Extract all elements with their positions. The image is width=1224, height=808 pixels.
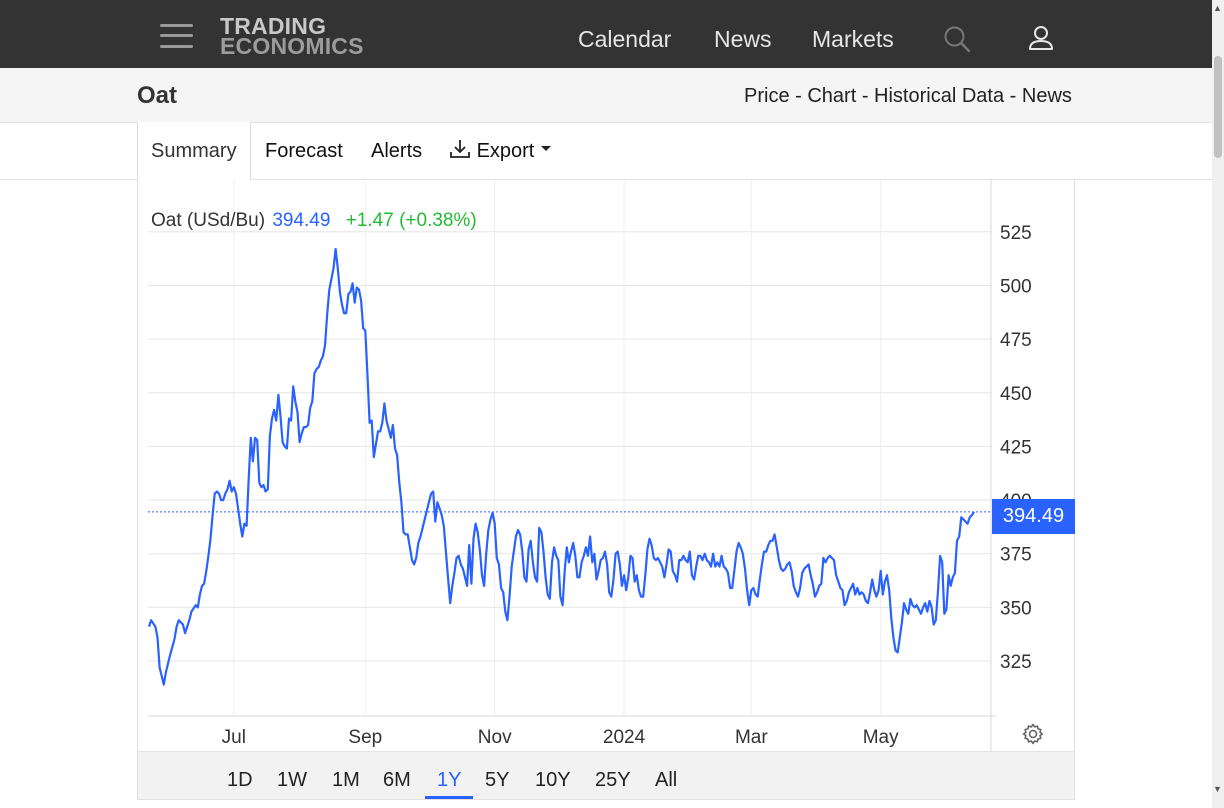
instrument-name: Oat (USd/Bu) <box>151 210 265 231</box>
range-6m[interactable]: 6M <box>383 769 411 792</box>
range-10y[interactable]: 10Y <box>535 769 571 792</box>
y-tick-label: 325 <box>1000 652 1032 673</box>
range-25y[interactable]: 25Y <box>595 769 631 792</box>
range-5y[interactable]: 5Y <box>485 769 509 792</box>
y-tick-label: 350 <box>1000 598 1032 619</box>
scroll-thumb[interactable] <box>1214 56 1222 158</box>
gear-icon[interactable] <box>1021 722 1045 746</box>
active-range-indicator <box>425 796 473 799</box>
current-price: 394.49 <box>272 210 330 231</box>
x-tick-label: 2024 <box>603 727 646 748</box>
range-1m[interactable]: 1M <box>332 769 360 792</box>
range-all[interactable]: All <box>655 769 677 792</box>
y-tick-label: 500 <box>1000 276 1032 297</box>
range-1w[interactable]: 1W <box>277 769 307 792</box>
x-tick-label: Nov <box>478 727 512 748</box>
price-change: +1.47 (+0.38%) <box>346 210 477 231</box>
scroll-down-arrow-icon[interactable]: ▼ <box>1213 784 1222 794</box>
price-series-line[interactable] <box>149 249 974 685</box>
range-1d[interactable]: 1D <box>227 769 253 792</box>
range-1y[interactable]: 1Y <box>437 769 461 792</box>
y-tick-label: 425 <box>1000 437 1032 458</box>
x-tick-label: Jul <box>222 727 246 748</box>
scroll-up-arrow-icon[interactable]: ▲ <box>1213 3 1222 13</box>
chart-title: Oat (USd/Bu) 394.49 +1.47 (+0.38%) <box>151 210 477 232</box>
y-tick-label: 525 <box>1000 223 1032 244</box>
x-tick-label: Sep <box>348 727 382 748</box>
last-price-badge: 394.49 <box>992 499 1075 534</box>
x-tick-label: May <box>863 727 899 748</box>
y-tick-label: 450 <box>1000 384 1032 405</box>
y-tick-label: 475 <box>1000 330 1032 351</box>
y-tick-label: 375 <box>1000 545 1032 566</box>
vertical-grid <box>234 179 881 716</box>
x-axis-ticks: Jul Sep Nov 2024 Mar May <box>222 727 899 748</box>
y-axis-ticks: 325350375400425450475500525 <box>1000 223 1032 673</box>
x-tick-label: Mar <box>735 727 768 748</box>
range-selector: 1D 1W 1M 6M 1Y 5Y 10Y 25Y All <box>137 751 1075 800</box>
page-scrollbar[interactable]: ▲ ▼ <box>1212 0 1224 808</box>
